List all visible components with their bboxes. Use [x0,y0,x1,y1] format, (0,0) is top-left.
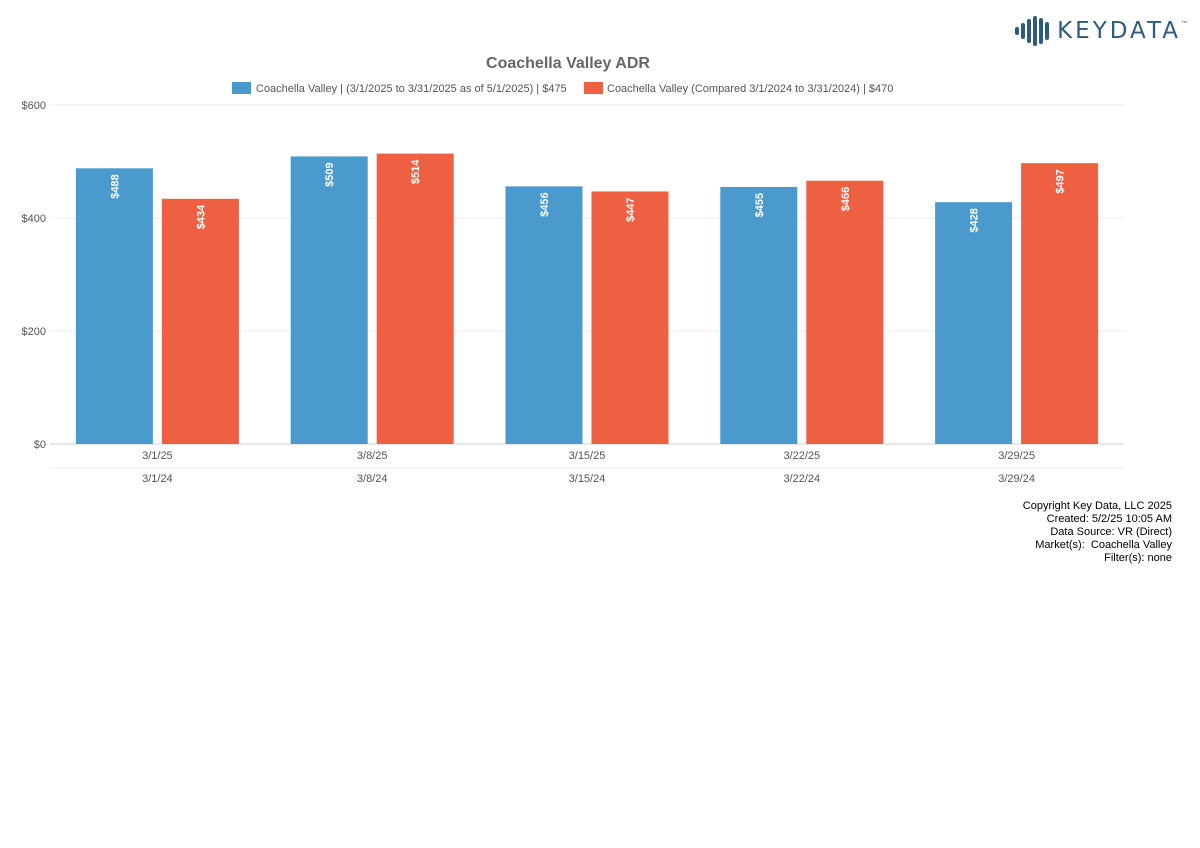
bar-compare [1021,163,1099,444]
logo-bar [1045,22,1050,40]
logo-bar [1015,27,1020,35]
bar-value-label: $456 [539,192,551,216]
bar-current [505,186,583,445]
bar-compare [376,153,454,444]
legend-label-compare: Coachella Valley (Compared 3/1/2024 to 3… [607,83,893,95]
legend-swatch-current [232,82,251,94]
footer-created: Created: 5/2/25 10:05 AM [1046,513,1172,525]
bar-value-label: $447 [625,197,637,221]
keydata-bars-icon [1015,16,1050,46]
logo-bar [1033,16,1038,46]
logo-bar [1039,18,1044,44]
bar-compare [591,191,669,444]
bar-compare [806,180,884,444]
y-tick-label: $0 [34,439,46,451]
bar-compare [161,198,239,444]
x-tick-label-current: 3/8/25 [357,450,388,462]
legend-label-current: Coachella Valley | (3/1/2025 to 3/31/202… [256,83,567,95]
bar-value-label: $488 [109,174,121,198]
y-tick-label: $400 [22,213,46,225]
brand-name: KEYDATA [1057,18,1181,44]
bar-value-label: $428 [969,208,981,232]
x-tick-label-compare: 3/1/24 [142,473,173,485]
y-tick-label: $600 [22,100,46,112]
x-tick-label-compare: 3/8/24 [357,473,388,485]
footer-filters: Filter(s): none [1104,552,1172,564]
x-tick-label-current: 3/1/25 [142,450,173,462]
bar-value-label: $514 [410,159,422,184]
keydata-logo: KEYDATA™ [1015,16,1188,46]
chart-title: Coachella Valley ADR [486,55,650,72]
legend-swatch-compare [584,82,603,94]
bar-current [935,202,1013,444]
x-tick-label-compare: 3/29/24 [998,473,1035,485]
bar-current [75,168,153,444]
bar-value-label: $466 [840,187,852,211]
logo-bar [1027,19,1032,43]
footer-source: Data Source: VR (Direct) [1050,526,1172,538]
report-footer: Copyright Key Data, LLC 2025 Created: 5/… [1023,500,1172,565]
logo-wordmark: KEYDATA™ [1057,18,1188,44]
bar-value-label: $497 [1055,169,1067,193]
bar-value-label: $455 [754,193,766,217]
bar-current [290,156,368,445]
bar-current [720,186,798,445]
footer-markets: Market(s): Coachella Valley [1035,539,1172,551]
x-tick-label-current: 3/22/25 [783,450,820,462]
y-tick-label: $200 [22,326,46,338]
adr-bar-chart: Coachella Valley ADR Coachella Valley | (… [22,55,1124,485]
brand-tm: ™ [1181,20,1188,28]
footer-copyright: Copyright Key Data, LLC 2025 [1022,500,1172,512]
x-tick-label-compare: 3/15/24 [569,473,606,485]
x-tick-label-current: 3/15/25 [569,450,606,462]
bar-value-label: $434 [195,204,207,229]
x-tick-label-current: 3/29/25 [998,450,1035,462]
x-tick-label-compare: 3/22/24 [783,473,820,485]
logo-bar [1021,23,1026,39]
bar-value-label: $509 [324,162,336,186]
